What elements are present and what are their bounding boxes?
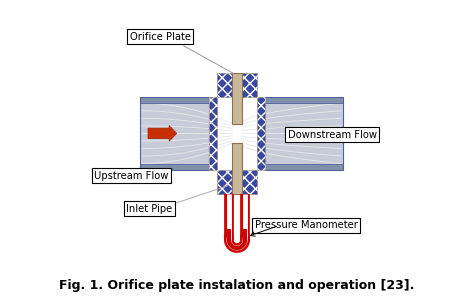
Bar <box>265 97 343 103</box>
Bar <box>140 103 209 164</box>
Bar <box>232 73 242 124</box>
Text: Downstream Flow: Downstream Flow <box>288 130 376 140</box>
Bar <box>140 164 209 170</box>
Bar <box>209 97 218 170</box>
Bar <box>140 97 209 170</box>
Bar <box>265 164 343 170</box>
Text: Orifice Plate: Orifice Plate <box>129 32 191 42</box>
Text: Upstream Flow: Upstream Flow <box>94 171 169 181</box>
Bar <box>265 97 343 170</box>
Bar <box>218 170 256 194</box>
Bar <box>256 97 265 170</box>
Bar <box>256 97 265 170</box>
Text: Inlet Pipe: Inlet Pipe <box>127 204 173 214</box>
Text: Fig. 1. Orifice plate instalation and operation [23].: Fig. 1. Orifice plate instalation and op… <box>59 279 415 292</box>
Bar <box>209 97 218 170</box>
Bar <box>218 170 256 194</box>
Bar <box>232 143 242 194</box>
Bar <box>218 73 256 97</box>
Bar <box>140 97 209 103</box>
Text: Pressure Manometer: Pressure Manometer <box>255 220 358 230</box>
Bar <box>265 103 343 164</box>
Bar <box>218 73 256 97</box>
FancyArrow shape <box>148 125 177 141</box>
